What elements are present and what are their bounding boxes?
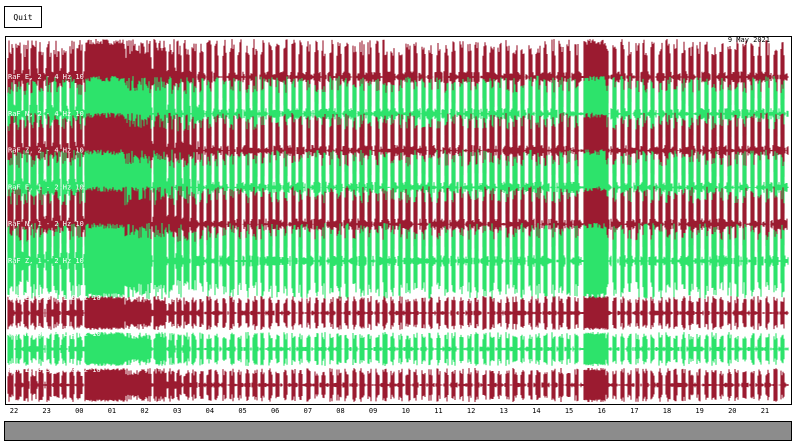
quit-button[interactable]: Quit	[4, 6, 42, 28]
hour-label: 11	[434, 407, 442, 415]
date: 9 May 2021	[728, 36, 770, 44]
hour-label: 15	[565, 407, 573, 415]
labels: RaF E, 2 - 4 Hz 10 RaF N, 2 - 4 Hz 10 RaF …	[8, 73, 101, 374]
trace-label: RaF Z, 1 - 2 Hz 10	[8, 257, 84, 265]
hour-label: 03	[173, 407, 181, 415]
traces	[7, 39, 789, 402]
hour-label: 02	[140, 407, 148, 415]
trace-label: RaF E, 0.5 - 1.0 Hz 10	[8, 294, 101, 302]
hour-label: 07	[304, 407, 312, 415]
hour-label: 23	[42, 407, 50, 415]
hour-label: 20	[728, 407, 736, 415]
waveform	[7, 368, 789, 402]
trace-label: RaF Z, 2 - 4 Hz 10	[8, 147, 84, 155]
waveform	[7, 149, 789, 226]
waveform	[7, 186, 788, 263]
trace-label: RaF N, 1 - 2 Hz 10	[8, 220, 84, 228]
waveform	[7, 296, 789, 330]
hour-label: 05	[238, 407, 246, 415]
hour-label: 00	[75, 407, 83, 415]
scrollbar	[4, 421, 792, 441]
hour-label: 04	[206, 407, 214, 415]
hour-label: 22	[10, 407, 18, 415]
hour-label: 19	[695, 407, 703, 415]
plot-frame	[5, 36, 792, 405]
hour-label: 01	[108, 407, 116, 415]
hour-label: 09	[369, 407, 377, 415]
hour-label: 14	[532, 407, 540, 415]
waveform	[7, 75, 789, 152]
trace-label: RaF E, 1 - 2 Hz 10	[8, 183, 84, 191]
hour-label: 12	[467, 407, 475, 415]
hour-label: 16	[597, 407, 605, 415]
waveform	[7, 223, 789, 299]
hour-label: 13	[500, 407, 508, 415]
waveform	[7, 332, 789, 366]
hour-label: 10	[402, 407, 410, 415]
hour-label: 17	[630, 407, 638, 415]
trace-label: RaF E, 2 - 4 Hz 10	[8, 73, 84, 81]
hour-label: 06	[271, 407, 279, 415]
trace-label: RaF Z, 0.5 - 1.0 Hz 10	[8, 366, 101, 374]
hour-label: 18	[663, 407, 671, 415]
hour-label: 08	[336, 407, 344, 415]
hour-label: 21	[761, 407, 769, 415]
waveform	[7, 112, 789, 189]
trace-label: RaF N, 2 - 4 Hz 10	[8, 110, 84, 118]
trace-label: RaF N, 0.5 - 1.0 Hz 10	[8, 330, 101, 338]
waveform	[7, 39, 789, 115]
